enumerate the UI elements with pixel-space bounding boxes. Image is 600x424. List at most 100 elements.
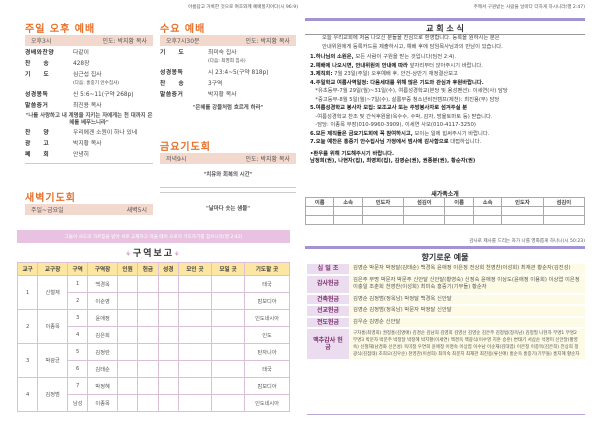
zone-header: 기도할 곳 [244,262,290,276]
zone-no: 3 [66,309,89,327]
sunday-leader: 인도: 박지황 목사 [102,38,147,45]
order-value: 시 23:4~5(구약 818p) [208,70,269,76]
pray-place: 태국 [244,275,290,293]
offering-motto: 감사로 제사를 드리는 자가 나를 영화롭게 하나니(시 50:23) [469,239,585,244]
offering-names: 김은주 무명 박문자 박문주 신안달 신안달(황영숙) 신정숙 윤애정 이상도(… [349,274,585,295]
order-row: 성경봉독 시 23:4~5(구약 818p) [160,69,296,77]
news-item: *유초등부-7월 29일(월)~31일(수), 여름성경학교(본당 및 용성펜션… [310,88,508,94]
offering-names: 김영순 박문자 박정달(김태순) 백경옥 윤애정 이은정 전상희 천영찬(이성희… [349,264,585,276]
offering-label: 감사헌금 [307,274,349,295]
order-value: 최미숙 집사 (다음: 최영희 집사) [208,50,246,64]
dawn-prayer: 새벽기도회 주일~금요일 새벽5시 [25,189,153,215]
offering-label: 선교헌금 [307,305,349,318]
zone-report-title: ⚘구역보고⚘ [125,249,182,259]
order-value: 박지황 목사 [73,141,102,147]
news-item: 6.모든 제직들은 금요기도회에 꼭 참여하시고, 모이는 일에 힘써주시기 바… [310,130,490,137]
zone-no: 5 [66,343,89,361]
zone-header: 교구 [16,262,39,276]
zone-report-table: 교구 교구장 구역 구역장 인원 헌금 성경 모인 곳 모일 곳 기도할 곳 1 신철재 1 백경옥 태국 2… [16,262,290,412]
sunday-title: 주일 오후 예배 [25,24,96,35]
order-row: 광 고 박지황 목사 [25,140,153,148]
order-label: 경배와찬양 [25,50,55,56]
order-row: 말씀증거 최진용 목사 [25,102,153,110]
offering-row: 전도헌금 김우순 김영순 신안달 [307,316,585,329]
sunday-quote: "나를 사랑하고 내 계명을 지키는 자에게는 천 대까지 은혜를 베푸느니라" [25,113,153,126]
offering-row: 맥추감사 헌금 구자홍(최영희) 권정홍(김명애) 김경순 김남희 김영희 김영선… [307,328,585,361]
new-family-col: 이름 [304,197,335,207]
new-family-col: 소속 [472,197,503,207]
order-value: 3구역 [208,81,223,87]
news-item: 2.예배에 나오시면, 안내위원의 안내에 따라 앞자리부터 앉아주시기 바랍니… [310,62,483,69]
order-value: 박지황 목사 [208,92,237,98]
prayer-names: 남정희(권), 나현자(집), 최영희(집), 김영순(권), 권종분(권), … [310,158,476,164]
district-no: 2 [16,309,39,344]
offering-label: 건축헌금 [307,293,349,306]
dawn-time: 새벽5시 [126,207,147,214]
news-item: 3.제직회: 7월 23일(주일) 오후예배 후, 안건-상반기 재정결산보고 [310,71,458,77]
news-item: *중고등부-8월 5일(월)~7일(수), 살롬부중 청소년비전캠프(제천): … [310,96,500,103]
news-item: -여름성경학교 찬조 및 간식후원을(옥수수, 수박, 감자, 방울토마토 등)… [310,113,493,120]
zone-no: 2 [66,292,89,310]
order-label: 성경봉독 [25,92,49,98]
table-row: 4 김정범 7 박정혜 캄보디아 [16,377,290,412]
new-family-col: 소속 [333,197,363,207]
table-row: 2 이순영 캄보디아 [18,292,290,310]
left-motto: 아름답고 거룩한 것으로 여호와께 예배할지어다(시 96:9) [188,5,298,10]
order-label: 말씀증거 [25,103,49,109]
order-row: 찬 송 428장 [25,60,153,68]
zone-header: 모일 곳 [210,262,246,276]
table-row: 1 신철재 1 백경옥 태국 [16,275,290,310]
wednesday-time: 오후7시30분 [166,38,200,45]
offering-row: 십 일 조 김영순 박문자 박정달(김태순) 백경옥 윤애정 이은정 전상희 천영… [307,264,585,276]
pray-place: 인도네시아 [244,394,290,412]
zone-header: 인원 [116,262,139,276]
table-row: 남성 이종목 인도네시아 [18,394,290,412]
district-head: 신철재 [37,275,68,310]
wednesday-title: 수요 예배 [160,24,206,35]
zone-leader: 이종목 [87,394,118,412]
zone-header: 성경 [157,262,179,276]
zone-no: 4 [66,326,89,344]
pray-place: 인도네시아 [244,309,290,327]
pray-place: 캄보디아 [244,292,290,310]
order-label: 찬 송 [25,61,50,67]
order-row: 말씀증거 박지황 목사 [160,91,296,99]
dawn-days: 주일~금요일 [31,207,64,214]
order-label: 말씀증거 [160,92,184,98]
zone-header: 헌금 [137,262,159,276]
order-row: 기 도 최미숙 집사 (다음: 최영희 집사) [160,49,296,66]
new-family-col: 인도자 [501,197,544,207]
table-row [304,215,586,225]
sunday-service: 주일 오후 예배 오후3시 인도: 박지황 목사 경배와찬양 다같이 찬 송 428장 기… [25,20,153,164]
order-label: 광 고 [25,141,50,147]
order-value: 우리에겐 소원이 하나 있네 [73,130,138,136]
zone-no: 남성 [66,394,89,412]
order-row: 폐 회 안녕히 [25,151,153,159]
order-row: 기 도 심근섭 집사 (다음: 홍중기 안수집사) [25,71,153,88]
new-family-col: 인도자 [361,197,405,207]
friday-quote: "치유와 회복의 시간" [203,172,253,178]
order-label: 성경봉독 [160,70,184,76]
zone-header: 모인 곳 [177,262,213,276]
order-label: 찬 송 [160,81,185,87]
news-item: -담당: 이종목 부장(010-9960-3909), 이세연 사모(010-4… [310,122,476,128]
order-row: 찬 양 우리에겐 소원이 하나 있네 [25,129,153,137]
offering-names: 김영순 김정범(정옥남) 박정달 백경옥 신안달 [349,293,585,306]
district-head: 이종목 [37,309,68,344]
order-row: 성경봉독 신 5:6~11(구약 268p) [25,91,153,99]
new-family-title: 새가족소개 [431,191,459,198]
new-family-header: 이름 소속 인도자 섬김이 이름 소속 인도자 섬김이 [304,197,586,207]
right-motto: 주께서 구원받는 사람을 날마다 더하게 하시니라(행 2:47) [473,5,585,10]
divider [305,246,585,249]
district-no: 3 [16,343,39,378]
zone-header: 구역 [66,262,89,276]
order-label: 기 도 [25,72,50,78]
friday-leader: 인도: 박지황 목사 [245,156,290,163]
offering-title: 향기로운 예물 [421,252,469,262]
pray-place: 태국 [244,360,290,378]
order-value: 심근섭 집사 (다음: 홍중기 안수집사) [73,72,120,86]
offering-row: 건축헌금 김영순 김정범(정옥남) 박정달 백경옥 신안달 [307,293,585,306]
zone-leader: 김정란 [87,343,118,361]
dawn-quote: "날마다 솟는 샘물" [205,206,251,212]
order-value: 428장 [73,61,90,67]
